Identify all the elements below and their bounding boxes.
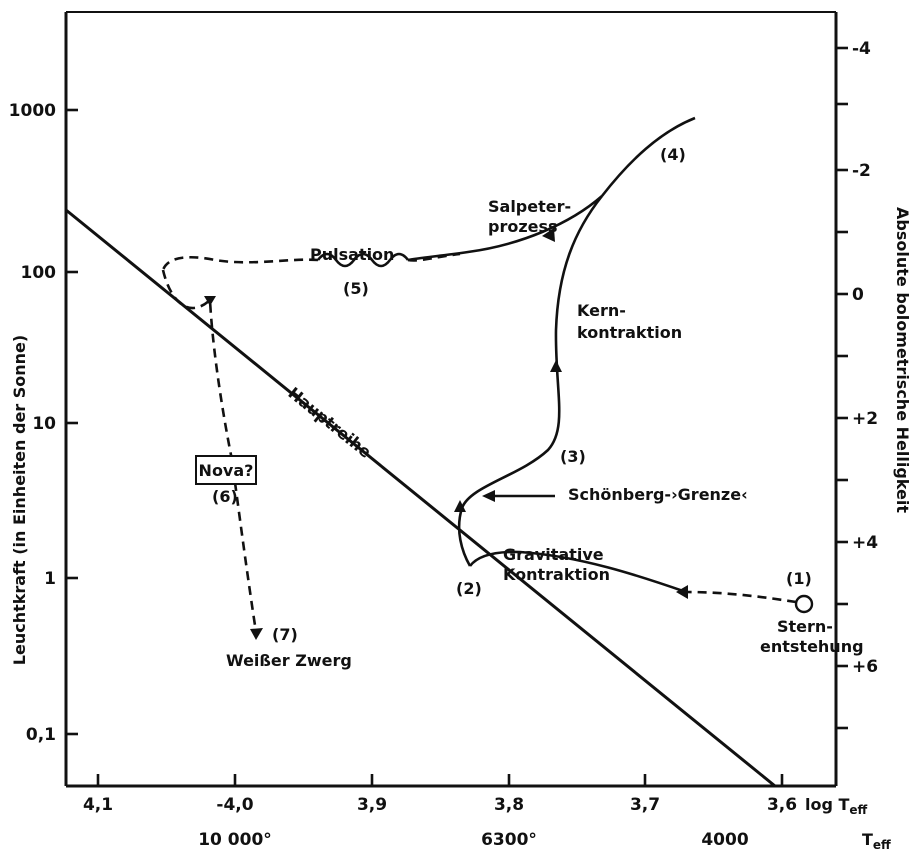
schoenberg-label: Schönberg-›Grenze‹ xyxy=(568,485,748,504)
temp-tick-label: 10 000° xyxy=(198,830,272,850)
gravitational-contraction-track xyxy=(468,550,687,594)
salpeter-label-line1: Salpeter- xyxy=(488,197,571,216)
bottom-axis-ticks xyxy=(96,774,784,786)
phase-6-label: (6) xyxy=(212,487,238,506)
temp-tick-label: 4000 xyxy=(701,830,748,850)
core-contraction-label-line1: Kern- xyxy=(577,301,626,320)
bottom-tick-label: 3,8 xyxy=(494,795,524,815)
phase-3-label: (3) xyxy=(560,447,586,466)
salpeter-label-line2: prozess xyxy=(488,217,558,236)
right-axis-title: Absolute bolometrische Helligkeit xyxy=(893,207,912,513)
core-contraction-track xyxy=(457,195,604,567)
right-tick-label: 0 xyxy=(852,285,864,305)
star-formation-label-line1: Stern- xyxy=(777,617,833,636)
right-axis-ticks xyxy=(836,46,848,730)
bottom-tick-label: 4,1 xyxy=(83,795,113,815)
phase-2-label: (2) xyxy=(456,579,482,598)
phase-1-label: (1) xyxy=(786,569,812,588)
main-sequence-line xyxy=(65,208,776,788)
bottom-tick-label: 3,6 xyxy=(767,795,797,815)
arrow-head xyxy=(204,296,216,306)
gravitational-label-line2: Kontraktion xyxy=(503,565,610,584)
white-dwarf-label: Weißer Zwerg xyxy=(226,651,352,670)
phase-7-label: (7) xyxy=(272,625,298,644)
bottom-axis-title: log Teff xyxy=(805,795,868,817)
gravitational-label-line1: Gravitative xyxy=(503,545,604,564)
temp-axis-title: Teff xyxy=(862,830,891,852)
right-tick-label: -2 xyxy=(852,161,871,181)
bottom-tick-label: 3,9 xyxy=(357,795,387,815)
phase-4-label: (4) xyxy=(660,145,686,164)
right-tick-label: +2 xyxy=(852,409,878,429)
pulsation-label: Pulsation xyxy=(310,245,394,264)
arrow-head xyxy=(676,585,688,599)
arrow-head xyxy=(482,490,495,502)
salpeter-track xyxy=(407,195,603,262)
nova-label: Nova? xyxy=(199,461,254,480)
arrow-head xyxy=(550,360,562,372)
right-tick-label: +6 xyxy=(852,657,878,677)
pulsation-wave xyxy=(316,252,410,268)
protostar-track-dashed xyxy=(685,590,797,604)
right-tick-label: +4 xyxy=(852,533,878,553)
dashed-track-right xyxy=(407,252,461,262)
temp-tick-label: 6300° xyxy=(481,830,537,850)
dashed-track-to-left xyxy=(161,255,319,271)
bottom-tick-label: 3,7 xyxy=(630,795,660,815)
bottom-tick-label: -4,0 xyxy=(216,795,253,815)
giant-branch-track xyxy=(600,116,696,197)
left-tick-label: 0,1 xyxy=(26,725,56,745)
left-tick-label: 100 xyxy=(21,263,57,283)
core-contraction-label-line2: kontraktion xyxy=(577,323,682,342)
nova-descent-track xyxy=(161,269,258,633)
main-sequence-label: Hauptreihe xyxy=(284,383,375,462)
star-formation-circle xyxy=(794,594,814,614)
arrow-head xyxy=(542,228,555,242)
nova-box xyxy=(195,455,257,485)
left-tick-label: 1000 xyxy=(9,101,56,121)
left-tick-label: 10 xyxy=(32,414,56,434)
phase-5-label: (5) xyxy=(343,279,369,298)
left-axis-ticks xyxy=(66,108,78,736)
arrow-head xyxy=(250,628,263,640)
left-axis-title: Leuchtkraft (in Einheiten der Sonne) xyxy=(10,335,29,665)
right-tick-label: -4 xyxy=(852,39,871,59)
left-tick-label: 1 xyxy=(44,569,56,589)
star-formation-label-line2: entstehung xyxy=(760,637,864,656)
arrow-head xyxy=(454,500,466,512)
